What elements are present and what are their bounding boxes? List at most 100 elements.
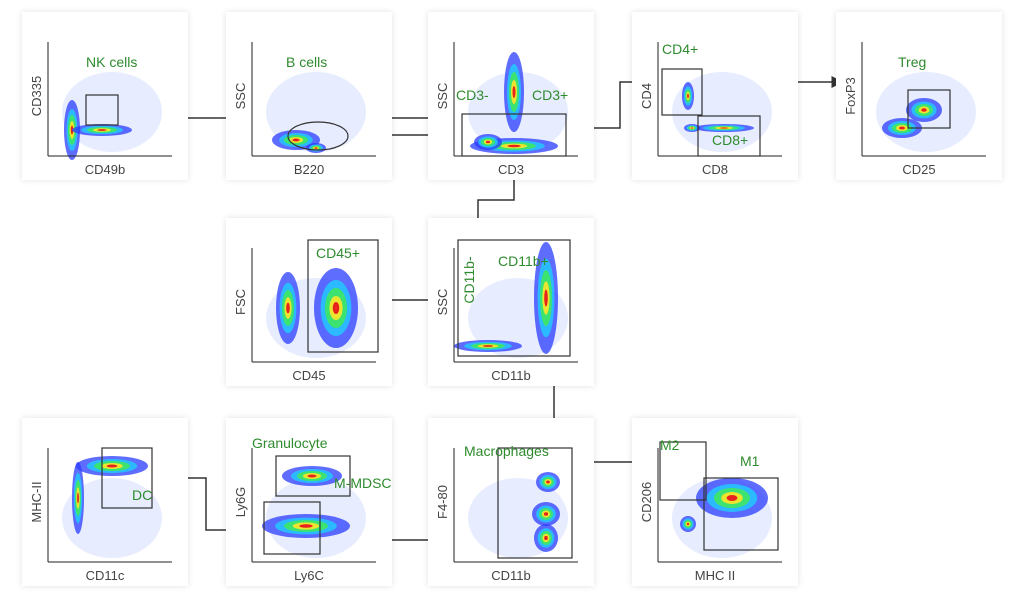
plot-card: CD8 CD4 CD4+ CD8+	[632, 12, 798, 180]
plot-card: CD45 FSC CD45+	[226, 218, 392, 386]
haze	[62, 478, 162, 558]
x-axis-label: CD11c	[86, 568, 125, 583]
density	[314, 147, 318, 149]
gate-label: B cells	[286, 54, 327, 70]
plot-card: B220 SSC B cells	[226, 12, 392, 180]
x-axis-label: CD11b	[491, 368, 531, 383]
y-axis-label: CD206	[639, 482, 654, 522]
plot: CD11b F4-80 Macrophages	[435, 443, 578, 583]
plot: Ly6C Ly6G Granulocyte M-MDSC	[233, 435, 392, 583]
gate-label: Treg	[898, 54, 926, 70]
gate-label: CD11b-	[461, 256, 477, 304]
plot: CD11c MHC-II DC	[29, 447, 172, 583]
gate	[907, 89, 951, 129]
plot-card: Ly6C Ly6G Granulocyte M-MDSC	[226, 418, 392, 586]
density	[507, 144, 521, 148]
density	[485, 140, 491, 144]
haze	[672, 72, 772, 152]
y-axis-label: FSC	[233, 289, 248, 315]
gate	[461, 113, 567, 157]
gate-label: CD11b+	[498, 253, 549, 269]
gate	[457, 239, 571, 357]
gate	[101, 447, 153, 509]
gate	[307, 239, 379, 353]
y-axis-label: CD335	[29, 76, 44, 116]
plot: MHC II CD206 M2 M1	[639, 437, 782, 583]
density	[512, 86, 516, 98]
gate-label: M-MDSC	[334, 475, 392, 491]
gate	[697, 115, 761, 157]
gate-label: NK cells	[86, 54, 137, 70]
gate-label: DC	[132, 487, 152, 503]
density	[543, 512, 549, 516]
x-axis-label: B220	[294, 162, 324, 177]
y-axis-label: Ly6G	[233, 487, 248, 518]
plot-card: CD25 FoxP3 Treg	[836, 12, 1002, 180]
gate-label: Macrophages	[464, 443, 549, 459]
plot: CD49b CD335 NK cells	[29, 42, 172, 177]
plot-card: MHC II CD206 M2 M1	[632, 418, 798, 586]
gate-label: CD45+	[316, 245, 360, 261]
plot: B220 SSC B cells	[233, 42, 376, 177]
y-axis-label: SSC	[233, 83, 248, 110]
density	[286, 302, 290, 314]
x-axis-label: CD3	[498, 162, 524, 177]
gate	[661, 68, 703, 116]
gate-label: M2	[660, 437, 680, 453]
gate	[275, 455, 351, 497]
gate-label: CD8+	[712, 132, 748, 148]
gate-label: CD3-	[456, 87, 489, 103]
y-axis-label: CD4	[639, 83, 654, 109]
plot-card: CD49b CD335 NK cells	[22, 12, 188, 180]
density	[292, 138, 300, 142]
density	[544, 289, 548, 307]
y-axis-label: F4-80	[435, 485, 450, 519]
density	[97, 129, 107, 131]
gate-label: Granulocyte	[252, 435, 328, 451]
x-axis-label: CD49b	[85, 162, 125, 177]
y-axis-label: FoxP3	[843, 77, 858, 115]
x-axis-label: CD45	[292, 368, 325, 383]
density	[106, 464, 118, 468]
gate	[497, 447, 573, 559]
density	[686, 522, 690, 526]
x-axis-label: CD11b	[491, 568, 531, 583]
density	[719, 127, 729, 129]
density	[726, 495, 738, 501]
gate	[287, 121, 349, 151]
plot: CD8 CD4 CD4+ CD8+	[639, 41, 782, 177]
x-axis-label: CD8	[702, 162, 728, 177]
density	[299, 524, 313, 528]
density	[899, 126, 905, 130]
plot: CD11b SSC CD11b- CD11b+	[435, 239, 578, 383]
density	[687, 93, 689, 99]
gate-label: CD4+	[662, 41, 698, 57]
density	[332, 302, 340, 314]
density	[546, 480, 550, 484]
density	[482, 345, 494, 347]
density	[921, 108, 927, 112]
x-axis-label: MHC II	[695, 568, 735, 583]
gate	[85, 94, 119, 126]
density	[544, 535, 548, 541]
plot: CD25 FoxP3 Treg	[843, 42, 986, 177]
plot-card: CD11c MHC-II DC	[22, 418, 188, 586]
x-axis-label: CD25	[902, 162, 935, 177]
gate-label: M1	[740, 453, 760, 469]
plot-card: CD3 SSC CD3- CD3+	[428, 12, 594, 180]
density	[307, 474, 317, 478]
density	[690, 127, 694, 129]
gate	[659, 441, 707, 501]
y-axis-label: SSC	[435, 83, 450, 110]
gate-label: CD3+	[532, 87, 568, 103]
x-axis-label: Ly6C	[294, 568, 324, 583]
y-axis-label: SSC	[435, 289, 450, 316]
plot: CD3 SSC CD3- CD3+	[435, 42, 578, 177]
plot-card: CD11b SSC CD11b- CD11b+	[428, 218, 594, 386]
gate	[263, 501, 321, 555]
density	[77, 492, 79, 504]
gate	[703, 477, 779, 551]
y-axis-label: MHC-II	[29, 481, 44, 522]
plot: CD45 FSC CD45+	[233, 239, 379, 383]
